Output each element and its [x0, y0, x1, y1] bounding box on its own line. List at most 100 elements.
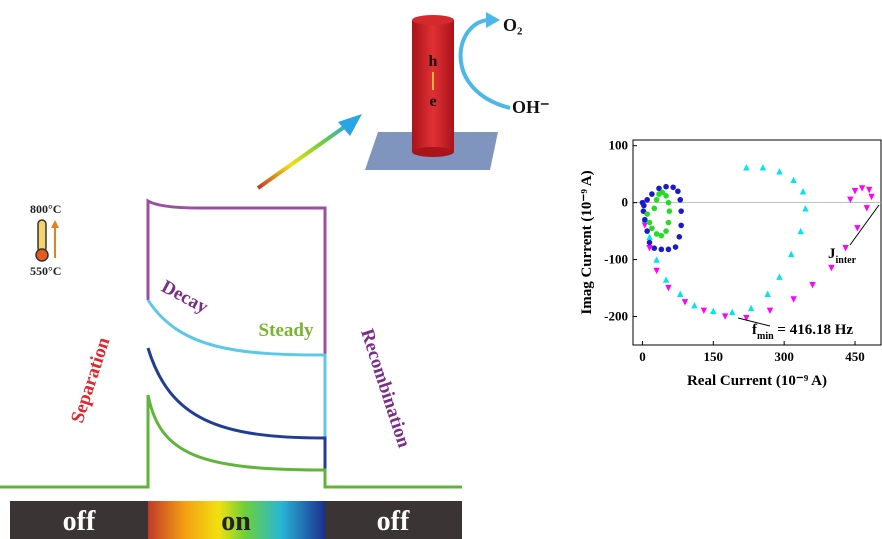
data-point [667, 208, 673, 214]
data-point [868, 194, 874, 200]
data-point [644, 197, 650, 203]
figure-canvas: off on off Separation Decay Steady Recom… [0, 0, 882, 539]
data-point [654, 197, 660, 203]
y-axis-title: Imag Current (10⁻⁹ A) [579, 170, 595, 314]
hydroxide-label: OH⁻ [512, 97, 550, 117]
data-point [666, 220, 672, 226]
x-tick-label: 0 [639, 349, 646, 364]
x-axis-title: Real Current (10⁻⁹ A) [687, 373, 827, 389]
figure: off on off Separation Decay Steady Recom… [0, 0, 882, 539]
data-point [842, 245, 848, 251]
data-point [644, 211, 650, 217]
data-point [760, 164, 766, 170]
data-point [776, 168, 782, 174]
data-point [665, 285, 671, 291]
data-point [666, 247, 672, 253]
data-point [767, 308, 773, 314]
recombination-label: Recombination [356, 326, 414, 450]
data-point [743, 164, 749, 170]
data-point [710, 308, 716, 314]
steady-label: Steady [259, 320, 314, 341]
data-point [776, 273, 782, 279]
data-point [656, 191, 662, 197]
data-point [748, 305, 754, 311]
data-point [678, 208, 684, 214]
separation-label: Separation [67, 334, 115, 425]
annotation: Jinter [828, 246, 857, 266]
reaction-arrow-head [486, 12, 500, 28]
data-point [722, 313, 728, 319]
temp-low: 550°C [30, 264, 61, 278]
y-tick-label: 0 [622, 195, 629, 210]
data-point [854, 225, 860, 231]
data-point [666, 200, 672, 206]
data-point [809, 282, 815, 288]
x-tick-label: 450 [845, 349, 865, 364]
data-point [797, 228, 803, 234]
data-point [800, 188, 806, 194]
data-point [729, 309, 735, 315]
data-point [691, 302, 697, 308]
data-point [651, 206, 657, 212]
decay-label: Decay [158, 276, 212, 318]
data-point [644, 228, 650, 234]
bar-label: off [63, 506, 96, 537]
data-point [647, 240, 653, 246]
data-point [847, 197, 853, 203]
data-point [790, 296, 796, 302]
data-point [864, 205, 870, 211]
data-point [673, 244, 679, 250]
data-point [649, 191, 655, 197]
data-point [649, 225, 655, 231]
bar-label: on [221, 506, 251, 537]
nanorod-base [412, 147, 454, 157]
bar-label: off [377, 506, 410, 537]
y-tick-label: 100 [609, 138, 629, 153]
data-point [675, 188, 681, 194]
data-point [682, 299, 688, 305]
data-point [828, 265, 834, 271]
data-point [663, 276, 669, 282]
data-point [670, 184, 676, 190]
data-point [852, 188, 858, 194]
annotation-arrow [850, 205, 879, 245]
nanorod-top [412, 15, 454, 25]
data-point [677, 291, 683, 297]
x-tick-label: 300 [774, 349, 794, 364]
data-point [659, 233, 665, 239]
annotation-suffix: = 416.18 Hz [774, 322, 854, 338]
data-point [788, 251, 794, 257]
data-point [866, 187, 872, 193]
data-point [642, 217, 648, 223]
light-arrow-head [338, 114, 362, 136]
data-point [659, 247, 665, 253]
data-point [790, 177, 796, 183]
data-point [859, 185, 865, 191]
data-point [651, 245, 657, 251]
electron-label: e [429, 93, 436, 110]
hole-label: h [429, 53, 438, 70]
thermometer-bulb [36, 249, 48, 261]
data-point [701, 308, 707, 314]
data-point [802, 205, 808, 211]
annotation-sub: inter [836, 255, 857, 266]
data-point [653, 268, 659, 274]
data-point [764, 291, 770, 297]
data-point [678, 223, 684, 229]
data-point [677, 197, 683, 203]
thermometer [38, 220, 46, 252]
blue-curve [148, 348, 325, 470]
data-point [676, 234, 682, 240]
plot-frame [633, 140, 881, 345]
light-arrow [258, 123, 350, 188]
data-point [647, 220, 653, 226]
data-point [641, 203, 647, 209]
y-tick-label: -100 [604, 252, 628, 267]
oxygen-label: O₂ [503, 15, 522, 35]
data-point [663, 228, 669, 234]
data-point [646, 234, 652, 240]
data-point [663, 184, 669, 190]
annotation-sub: min [757, 331, 774, 342]
x-tick-label: 150 [704, 349, 724, 364]
